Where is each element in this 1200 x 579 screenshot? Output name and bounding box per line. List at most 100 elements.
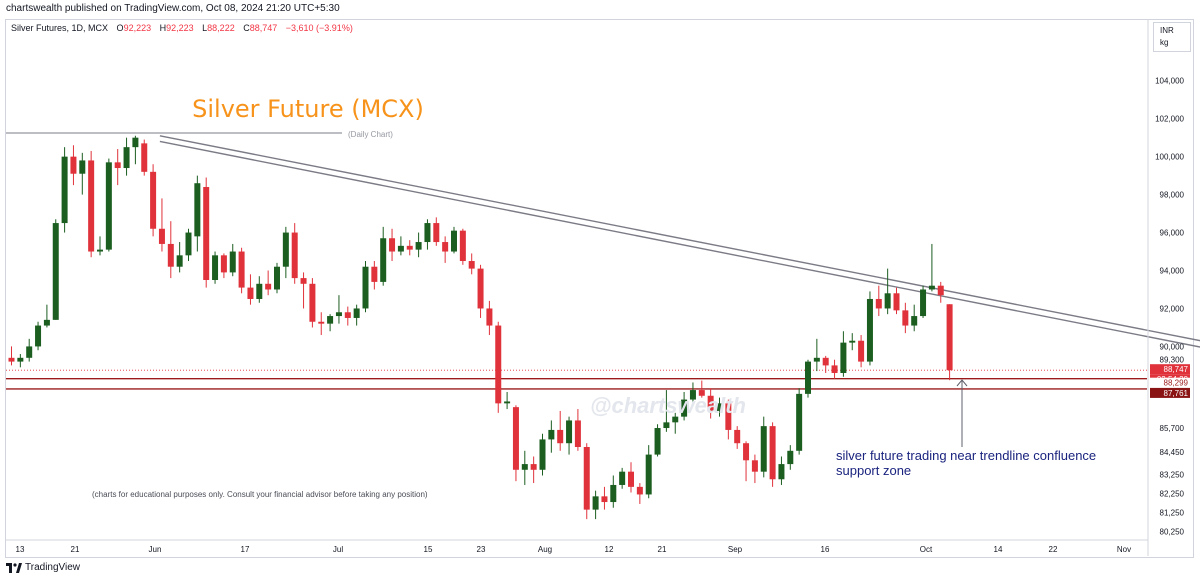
candle [574, 409, 581, 451]
level-2-tag: 87,761 [1164, 389, 1189, 398]
candle [256, 276, 263, 303]
candle [601, 486, 608, 510]
candle [787, 445, 794, 470]
candle-body [238, 251, 245, 288]
candle-body [672, 416, 679, 423]
candle-body [689, 390, 696, 400]
candle-body [486, 308, 493, 326]
candle [530, 456, 537, 484]
currency-unit-button[interactable]: INR kg [1153, 22, 1191, 52]
candle [495, 321, 502, 413]
price-tick-label: 89,300 [1160, 356, 1185, 365]
candle [291, 223, 298, 284]
candle [274, 262, 280, 294]
candle-body [574, 420, 581, 448]
candle [698, 380, 705, 398]
watermark: @chartswealth [590, 393, 746, 418]
candle [628, 462, 634, 493]
footer-brand: TradingView [25, 562, 81, 573]
candle-body [335, 312, 342, 317]
chart-frame [5, 19, 1194, 558]
candle-body [902, 310, 909, 326]
time-tick-label: 13 [16, 545, 25, 554]
candle [751, 454, 758, 484]
candle-body [451, 230, 457, 252]
candle-body [787, 450, 794, 465]
candle-body [751, 460, 758, 472]
candle [371, 261, 378, 290]
candle-body [610, 484, 617, 503]
legend-change: −3,610 (−3.91%) [285, 23, 353, 33]
candle-body [247, 287, 254, 299]
candle-body [796, 393, 803, 451]
candle-body [592, 496, 599, 510]
candle [459, 228, 466, 265]
candle [229, 243, 236, 277]
candle [220, 253, 227, 279]
level-2-tag-bg [1150, 387, 1190, 398]
candle-body [636, 486, 643, 495]
candle-body [778, 464, 785, 480]
candle [734, 426, 741, 449]
candle [132, 135, 139, 165]
candle-body [300, 278, 307, 284]
legend-high-label: H [159, 23, 167, 33]
candle [309, 278, 316, 328]
trendline-2[interactable] [159, 140, 1200, 429]
candle-body [344, 312, 351, 318]
candle-body [123, 147, 130, 169]
candle-body [663, 422, 670, 429]
candle [636, 483, 643, 504]
candle [805, 359, 811, 398]
candle [778, 456, 785, 485]
candle [743, 441, 750, 482]
candle-body [893, 293, 900, 311]
candle-body [318, 321, 325, 324]
candle [97, 236, 103, 256]
time-axis: 13 21 Jun 17 Jul 15 23 Aug 12 21 Sep 16 Oct 14 22 Nov [6, 539, 1148, 554]
candle [247, 274, 254, 305]
candle-body [220, 255, 227, 273]
candle-body [645, 454, 652, 495]
candle-body [433, 223, 440, 243]
candle [672, 412, 679, 434]
price-tick-label: 100,000 [1155, 153, 1184, 162]
candle-body [158, 228, 165, 244]
candle [265, 270, 272, 296]
candle-body [265, 283, 272, 290]
candle-body [512, 407, 519, 470]
candle-body [849, 340, 856, 343]
time-tick-label: 14 [994, 545, 1003, 554]
footer: TradingView [6, 562, 80, 573]
candle [946, 304, 953, 381]
candle-body [185, 232, 192, 256]
candle-body [628, 471, 634, 487]
candle [35, 321, 42, 351]
candle [300, 272, 307, 309]
candle-body [380, 238, 387, 282]
candle-body [397, 245, 404, 252]
candle [344, 306, 351, 326]
candle-body [8, 357, 15, 362]
time-tick-label: 23 [477, 545, 486, 554]
price-tick-label: 82,250 [1160, 490, 1185, 499]
candle [141, 139, 148, 176]
candle-body [884, 293, 891, 309]
candle-body [256, 283, 263, 299]
candle [397, 236, 404, 256]
candle [335, 295, 342, 324]
candle-body [150, 171, 157, 229]
candle [105, 158, 112, 252]
price-tick-label: 80,250 [1160, 527, 1185, 536]
trendline-1[interactable] [159, 135, 1200, 424]
candles-layer [8, 135, 953, 520]
candle-body [309, 283, 316, 322]
legend-low-label: L [202, 23, 208, 33]
candle [716, 397, 723, 417]
candle [424, 219, 431, 250]
candle-body [17, 357, 24, 362]
candle [415, 232, 422, 258]
candle-body [716, 403, 723, 411]
candle-body [282, 232, 289, 267]
